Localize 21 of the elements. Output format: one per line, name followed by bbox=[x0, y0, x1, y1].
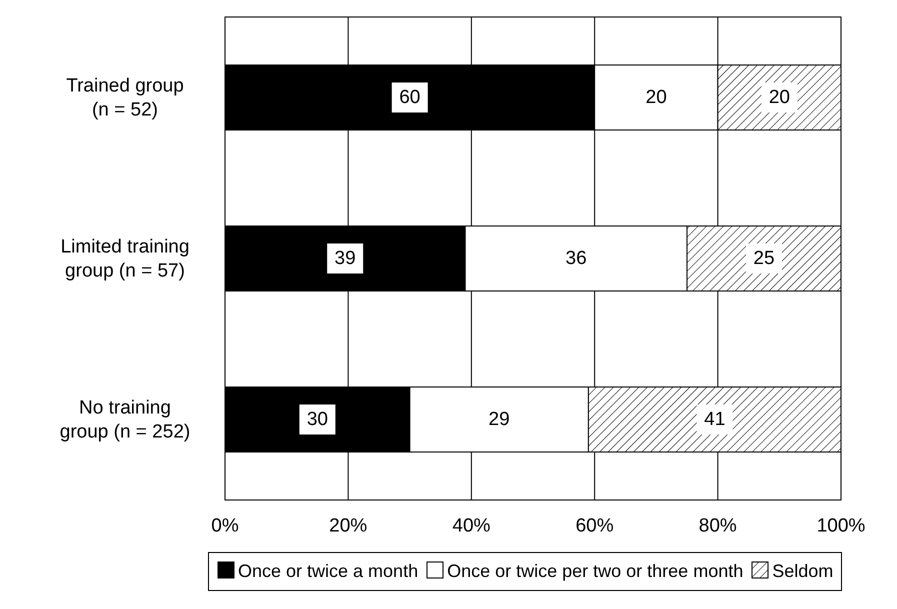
y-tick-label: Trained group (n = 52) bbox=[66, 75, 184, 120]
data-label: 20 bbox=[768, 87, 790, 108]
data-label: 25 bbox=[753, 248, 775, 269]
x-tick-label: 40% bbox=[452, 515, 491, 536]
data-label: 30 bbox=[306, 409, 328, 430]
x-tick-label: 100% bbox=[816, 515, 866, 536]
y-tick-label: No training group (n = 252) bbox=[60, 397, 190, 442]
data-label: 36 bbox=[566, 248, 587, 269]
data-label: 60 bbox=[399, 87, 420, 108]
x-tick-label: 0% bbox=[211, 515, 239, 536]
legend-label: Seldom bbox=[771, 561, 834, 581]
data-label: 20 bbox=[646, 87, 667, 108]
y-tick-label: Limited training group (n = 57) bbox=[60, 236, 190, 281]
legend-label: Once or twice per two or three month bbox=[446, 561, 744, 581]
x-tick-label: 60% bbox=[576, 515, 614, 536]
x-tick-label: 20% bbox=[329, 515, 368, 536]
data-label: 39 bbox=[334, 248, 356, 269]
legend-label: Once or twice a month bbox=[237, 561, 418, 581]
data-label: 41 bbox=[704, 409, 726, 430]
data-label: 29 bbox=[488, 409, 510, 430]
x-tick-label: 80% bbox=[698, 515, 737, 536]
